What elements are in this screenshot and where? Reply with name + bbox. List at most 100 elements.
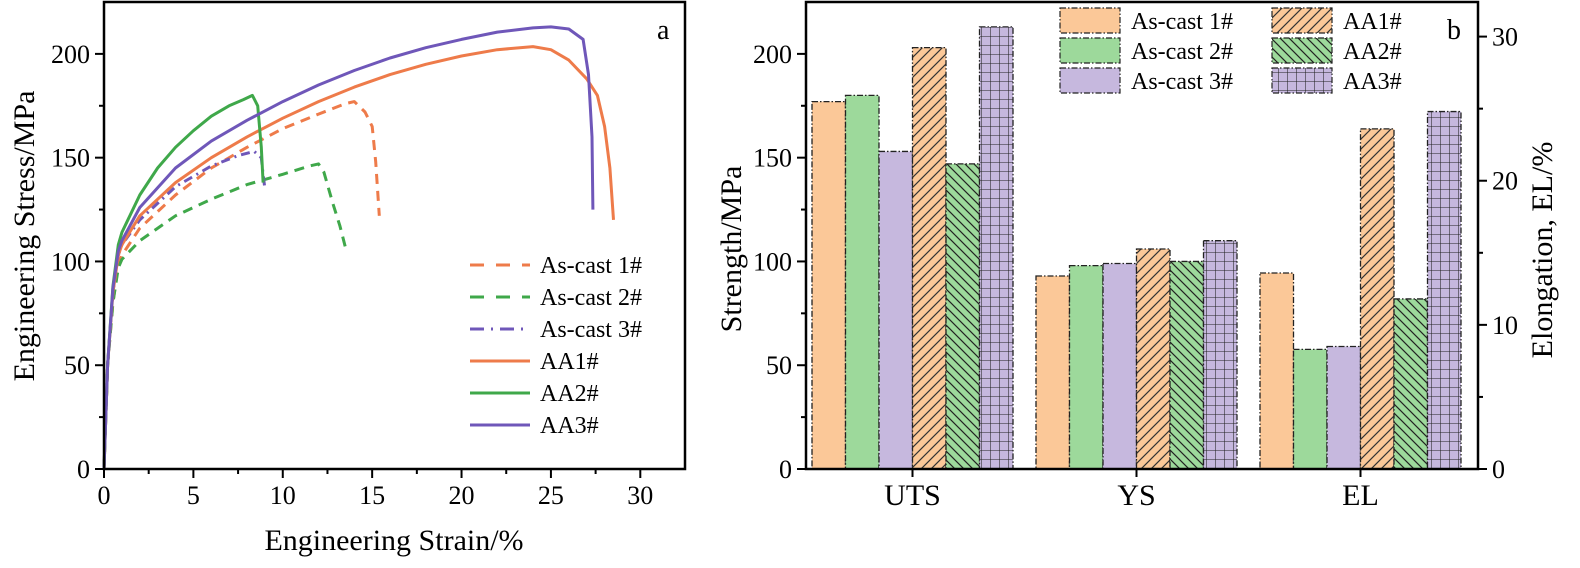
legend-swatch-outline bbox=[1271, 7, 1333, 34]
y-tick-label: 50 bbox=[64, 351, 90, 380]
legend-label-aa2: AA2# bbox=[540, 381, 599, 407]
bar-aa2-uts bbox=[945, 163, 981, 470]
bar-fill bbox=[1327, 346, 1361, 469]
legend-swatch-outline bbox=[1271, 67, 1333, 94]
bar-as-cast-3-el bbox=[1326, 345, 1362, 470]
x-tick-label: 5 bbox=[187, 481, 200, 510]
panel-b-letter: b bbox=[1447, 15, 1461, 46]
panel-a-curves bbox=[102, 25, 615, 470]
bar-fill bbox=[812, 101, 846, 470]
legend-item-aa3: AA3# bbox=[1271, 67, 1402, 95]
y-tick-label: 0 bbox=[77, 455, 90, 484]
y-tick-label: 200 bbox=[753, 40, 792, 69]
legend-label-as-cast-3: As-cast 3# bbox=[540, 317, 642, 343]
panel-b: UTS YS EL 0 50 100 150 200 0 10 20 30 Strength/MP… bbox=[715, 0, 1559, 512]
bar-aa3-el bbox=[1426, 110, 1462, 470]
panel-b-y2-ticks: 0 10 20 30 bbox=[1478, 23, 1518, 484]
panel-a-legend: As-cast 1# As-cast 2# As-cast 3# AA1# AA2# AA… bbox=[470, 253, 642, 439]
bar-fill bbox=[1260, 272, 1294, 469]
bar-aa2-ys bbox=[1169, 260, 1205, 470]
panel-a-letter: a bbox=[657, 15, 670, 46]
panel-b-y-ticks: 0 50 100 150 200 bbox=[753, 40, 806, 484]
legend-label-aa1: AA1# bbox=[540, 349, 599, 375]
bar-hatch bbox=[1360, 128, 1394, 469]
legend-label: As-cast 2# bbox=[1131, 39, 1233, 65]
y-tick-label: 0 bbox=[779, 455, 792, 484]
bar-aa1-uts bbox=[911, 47, 947, 470]
category-label-el: EL bbox=[1342, 479, 1379, 512]
x-tick-label: 20 bbox=[449, 481, 475, 510]
x-tick-label: 25 bbox=[538, 481, 564, 510]
y-tick-label: 100 bbox=[753, 247, 792, 276]
bar-fill bbox=[1036, 275, 1070, 469]
x-tick-label: 15 bbox=[359, 481, 385, 510]
legend-swatch-hatch bbox=[1272, 68, 1332, 93]
panel-a-frame bbox=[102, 0, 687, 471]
legend-item-as-cast-2: As-cast 2# bbox=[1059, 37, 1233, 65]
legend-label-as-cast-2: As-cast 2# bbox=[540, 285, 642, 311]
bar-as-cast-2-el bbox=[1292, 348, 1328, 470]
legend-label: As-cast 3# bbox=[1131, 69, 1233, 95]
bar-fill bbox=[845, 95, 879, 470]
legend-swatch-outline bbox=[1059, 7, 1121, 34]
bar-fill bbox=[1103, 263, 1137, 469]
category-label-ys: YS bbox=[1117, 479, 1155, 512]
y-tick-label: 200 bbox=[51, 40, 90, 69]
legend-swatch-outline bbox=[1059, 67, 1121, 94]
panel-b-y2-axis-title: Elongation, EL/% bbox=[1526, 142, 1559, 359]
bar-as-cast-2-uts bbox=[844, 94, 880, 470]
category-label-uts: UTS bbox=[884, 479, 941, 512]
bar-aa1-el bbox=[1359, 128, 1395, 470]
y2-tick-label: 0 bbox=[1492, 455, 1505, 484]
legend-item-aa1: AA1# bbox=[1271, 7, 1402, 35]
legend-swatch-fill bbox=[1060, 38, 1120, 63]
bar-fill bbox=[1069, 265, 1103, 469]
bar-aa3-ys bbox=[1202, 240, 1238, 470]
legend-swatch-fill bbox=[1060, 8, 1120, 33]
legend-item-as-cast-3: As-cast 3# bbox=[1059, 67, 1233, 95]
bar-hatch bbox=[912, 47, 946, 469]
bar-hatch bbox=[979, 26, 1013, 469]
panel-a-y-ticks: 0 50 100 150 200 bbox=[51, 40, 104, 484]
y-tick-label: 150 bbox=[753, 144, 792, 173]
bar-aa3-uts bbox=[978, 26, 1014, 470]
y2-tick-label: 30 bbox=[1492, 23, 1518, 52]
x-tick-label: 10 bbox=[270, 481, 296, 510]
bar-as-cast-2-ys bbox=[1068, 264, 1104, 470]
legend-label: AA3# bbox=[1343, 69, 1402, 95]
bar-aa2-el bbox=[1393, 298, 1429, 470]
y2-tick-label: 10 bbox=[1492, 311, 1518, 340]
legend-label-as-cast-1: As-cast 1# bbox=[540, 253, 642, 279]
curve-aa1 bbox=[102, 45, 615, 470]
legend-swatch-outline bbox=[1059, 37, 1121, 64]
bar-hatch bbox=[1394, 298, 1428, 469]
legend-label: AA1# bbox=[1343, 9, 1402, 35]
panel-b-bars bbox=[811, 26, 1462, 470]
bar-as-cast-1-ys bbox=[1035, 275, 1071, 470]
bar-hatch bbox=[1136, 248, 1170, 469]
legend-label: AA2# bbox=[1343, 39, 1402, 65]
legend-swatch-outline bbox=[1271, 37, 1333, 64]
y2-tick-label: 20 bbox=[1492, 167, 1518, 196]
panel-b-x-ticks: UTS YS EL bbox=[884, 469, 1379, 512]
legend-swatch-hatch bbox=[1272, 38, 1332, 63]
bar-hatch bbox=[1427, 111, 1461, 469]
panel-b-frame bbox=[804, 0, 1480, 471]
bar-as-cast-1-uts bbox=[811, 100, 847, 470]
bar-as-cast-1-el bbox=[1259, 272, 1295, 470]
curve-as-cast-3 bbox=[102, 149, 267, 470]
panel-a-y-axis-title: Engineering Stress/MPa bbox=[8, 91, 41, 382]
y-tick-label: 50 bbox=[766, 351, 792, 380]
bar-hatch bbox=[1170, 261, 1204, 469]
bar-aa1-ys bbox=[1135, 248, 1171, 470]
legend-swatch-fill bbox=[1060, 68, 1120, 93]
legend-label: As-cast 1# bbox=[1131, 9, 1233, 35]
bar-hatch bbox=[946, 163, 980, 470]
curve-as-cast-2 bbox=[102, 162, 347, 470]
panel-b-legend: As-cast 1# As-cast 2# As-cast 3# AA1# AA2# AA… bbox=[1059, 7, 1402, 95]
legend-label-aa3: AA3# bbox=[540, 413, 599, 439]
legend-item-as-cast-1: As-cast 1# bbox=[1059, 7, 1233, 35]
curve-aa3 bbox=[102, 25, 595, 470]
panel-a-x-axis-title: Engineering Strain/% bbox=[264, 524, 523, 557]
